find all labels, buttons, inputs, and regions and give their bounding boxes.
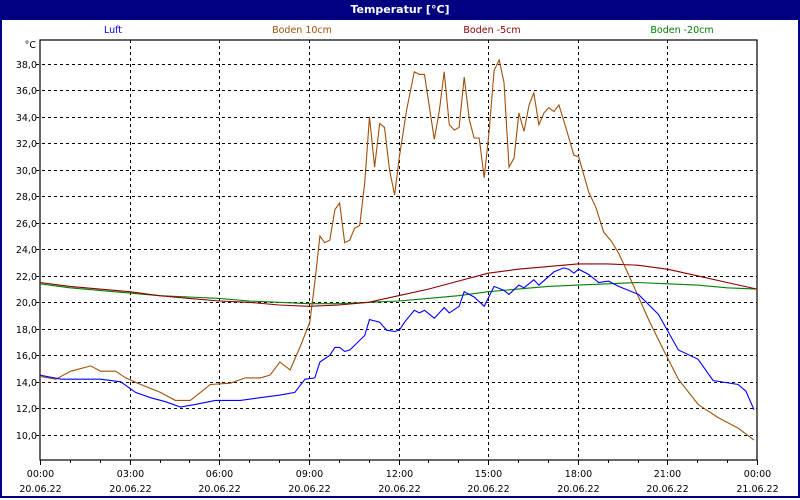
- y-tick-label: 20,0: [16, 298, 37, 309]
- y-tick-label: 30,0: [16, 166, 37, 177]
- x-tick-label-date: 20.06.22: [467, 484, 509, 495]
- x-tick-label-date: 20.06.22: [646, 484, 688, 495]
- y-tick-label: 12,0: [16, 404, 37, 415]
- y-tick-label: 38,0: [16, 60, 37, 71]
- x-tick-label-date: 20.06.22: [557, 484, 599, 495]
- x-tick-label-date: 20.06.22: [198, 484, 240, 495]
- x-tick-label-date: 21.06.22: [736, 484, 778, 495]
- x-tick-label-time: 00:00: [744, 469, 771, 480]
- x-tick-label-time: 09:00: [296, 469, 323, 480]
- legend-entry: Boden -20cm: [650, 25, 713, 36]
- x-tick-label-time: 00:00: [27, 469, 54, 480]
- x-tick-label-date: 20.06.22: [378, 484, 420, 495]
- y-tick-label: 34,0: [16, 113, 37, 124]
- series-line-boden-5cm: [39, 263, 758, 307]
- legend-entry: Boden -5cm: [463, 25, 520, 36]
- y-tick-label: 22,0: [16, 272, 37, 283]
- y-tick-label: 28,0: [16, 192, 37, 203]
- series-line-luft: [39, 267, 755, 410]
- y-axis-unit: °C: [25, 40, 37, 51]
- y-tick-label: 10,0: [16, 431, 37, 442]
- legend-entry: Boden 10cm: [272, 25, 332, 36]
- x-tick-label-time: 15:00: [475, 469, 502, 480]
- x-tick-label-time: 12:00: [386, 469, 413, 480]
- y-tick-label: 16,0: [16, 351, 37, 362]
- series-line-boden-10cm: [39, 58, 755, 441]
- y-tick-label: 36,0: [16, 86, 37, 97]
- x-tick-label-time: 06:00: [206, 469, 233, 480]
- x-tick-label-time: 18:00: [565, 469, 592, 480]
- legend-entry: Luft: [104, 25, 122, 36]
- y-tick-label: 24,0: [16, 245, 37, 256]
- x-tick-label-date: 20.06.22: [19, 484, 61, 495]
- y-tick-label: 32,0: [16, 139, 37, 150]
- x-tick-label-time: 03:00: [117, 469, 144, 480]
- x-tick-label-time: 21:00: [654, 469, 681, 480]
- chart-title: Temperatur [°C]: [0, 0, 800, 20]
- y-tick-label: 18,0: [16, 325, 37, 336]
- y-tick-label: 26,0: [16, 219, 37, 230]
- y-tick-label: 14,0: [16, 378, 37, 389]
- x-tick-label-date: 20.06.22: [109, 484, 151, 495]
- x-tick-label-date: 20.06.22: [288, 484, 330, 495]
